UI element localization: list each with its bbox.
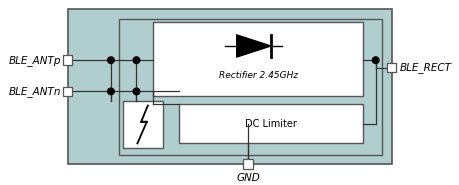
Bar [62,87,72,96]
Polygon shape [236,35,270,57]
Text: BLE_ANTn: BLE_ANTn [8,86,61,97]
Bar [153,22,363,96]
Bar [62,56,72,65]
Text: BLE_ANTp: BLE_ANTp [8,55,61,66]
Bar [119,19,381,155]
Circle shape [133,88,140,95]
Bar [68,9,391,164]
Circle shape [372,57,378,63]
Bar [179,104,363,143]
Text: Rectifier 2.45GHz: Rectifier 2.45GHz [218,71,297,80]
Circle shape [107,57,114,63]
Bar [123,101,162,148]
Circle shape [133,57,140,63]
Bar [243,159,252,169]
Text: BLE_RECT: BLE_RECT [398,62,450,73]
Text: GND: GND [235,173,259,183]
Circle shape [107,88,114,95]
Bar [386,63,396,73]
Text: DC Limiter: DC Limiter [245,119,297,129]
